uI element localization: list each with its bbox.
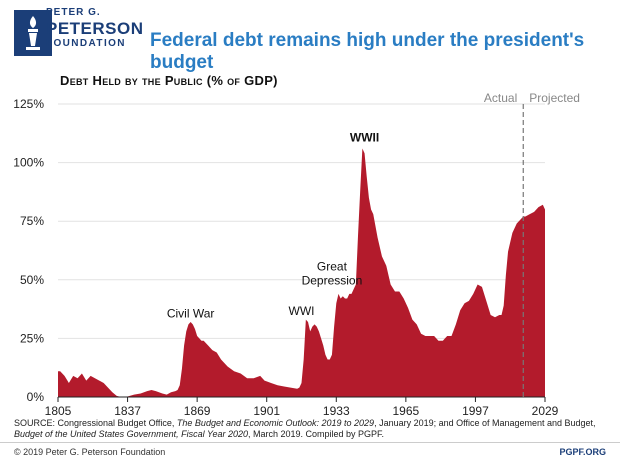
x-tick-label: 2029	[532, 404, 559, 418]
event-annotation: WWI	[289, 304, 315, 318]
peterson-torch-logo-icon	[14, 10, 52, 56]
x-tick-label: 1805	[45, 404, 72, 418]
brand-wordmark: PETER G. PETERSON FOUNDATION	[46, 8, 144, 49]
event-annotation: Civil War	[167, 306, 215, 320]
source-text-1: SOURCE: Congressional Budget Office,	[14, 418, 177, 428]
debt-area-chart: 0% 25% 50% 75% 100% 125% 1805 1837 1869 1901 1933 1…	[13, 91, 580, 418]
y-tick-label: 0%	[27, 390, 45, 404]
projected-label: Projected	[529, 91, 580, 105]
debt-area	[58, 148, 545, 397]
brand-line-2: PETERSON	[46, 19, 144, 38]
brand-line-1: PETER G.	[46, 7, 101, 18]
y-tick-label: 100%	[13, 156, 44, 170]
y-tick-label: 25%	[20, 331, 44, 345]
page-title: Federal debt remains high under the pres…	[150, 30, 585, 73]
gridlines	[58, 103, 545, 339]
brand-line-3: FOUNDATION	[46, 38, 126, 49]
footer-divider	[0, 442, 620, 443]
x-tick-label: 1997	[462, 404, 489, 418]
chart-title: Debt Held by the Public (% of GDP)	[60, 73, 278, 88]
source-title-2: Budget of the United States Government, …	[14, 429, 248, 439]
event-annotation: WWII	[350, 131, 379, 145]
x-tick-label: 1901	[253, 404, 280, 418]
x-tick-label: 1869	[184, 404, 211, 418]
actual-label: Actual	[484, 91, 517, 105]
x-tick-label: 1965	[393, 404, 420, 418]
source-note: SOURCE: Congressional Budget Office, The…	[14, 418, 609, 440]
source-title-1: The Budget and Economic Outlook: 2019 to…	[176, 418, 375, 428]
y-tick-label: 50%	[20, 273, 44, 287]
plot-area	[58, 148, 545, 397]
y-tick-label: 125%	[13, 97, 44, 111]
event-annotation: Depression	[302, 273, 363, 287]
y-tick-label: 75%	[20, 214, 44, 228]
source-text-2: , January 2019; and Office of Management…	[374, 418, 596, 428]
site-link[interactable]: PGPF.ORG	[559, 447, 606, 457]
axes: 0% 25% 50% 75% 100% 125% 1805 1837 1869 1901 1933 1…	[13, 91, 580, 418]
source-text-3: , March 2019. Compiled by PGPF.	[247, 429, 385, 439]
copyright: © 2019 Peter G. Peterson Foundation	[14, 447, 166, 457]
x-tick-label: 1837	[114, 404, 141, 418]
header: PETER G. PETERSON FOUNDATION Federal deb…	[0, 0, 620, 73]
event-annotation: Great	[317, 259, 348, 273]
x-tick-label: 1933	[323, 404, 350, 418]
